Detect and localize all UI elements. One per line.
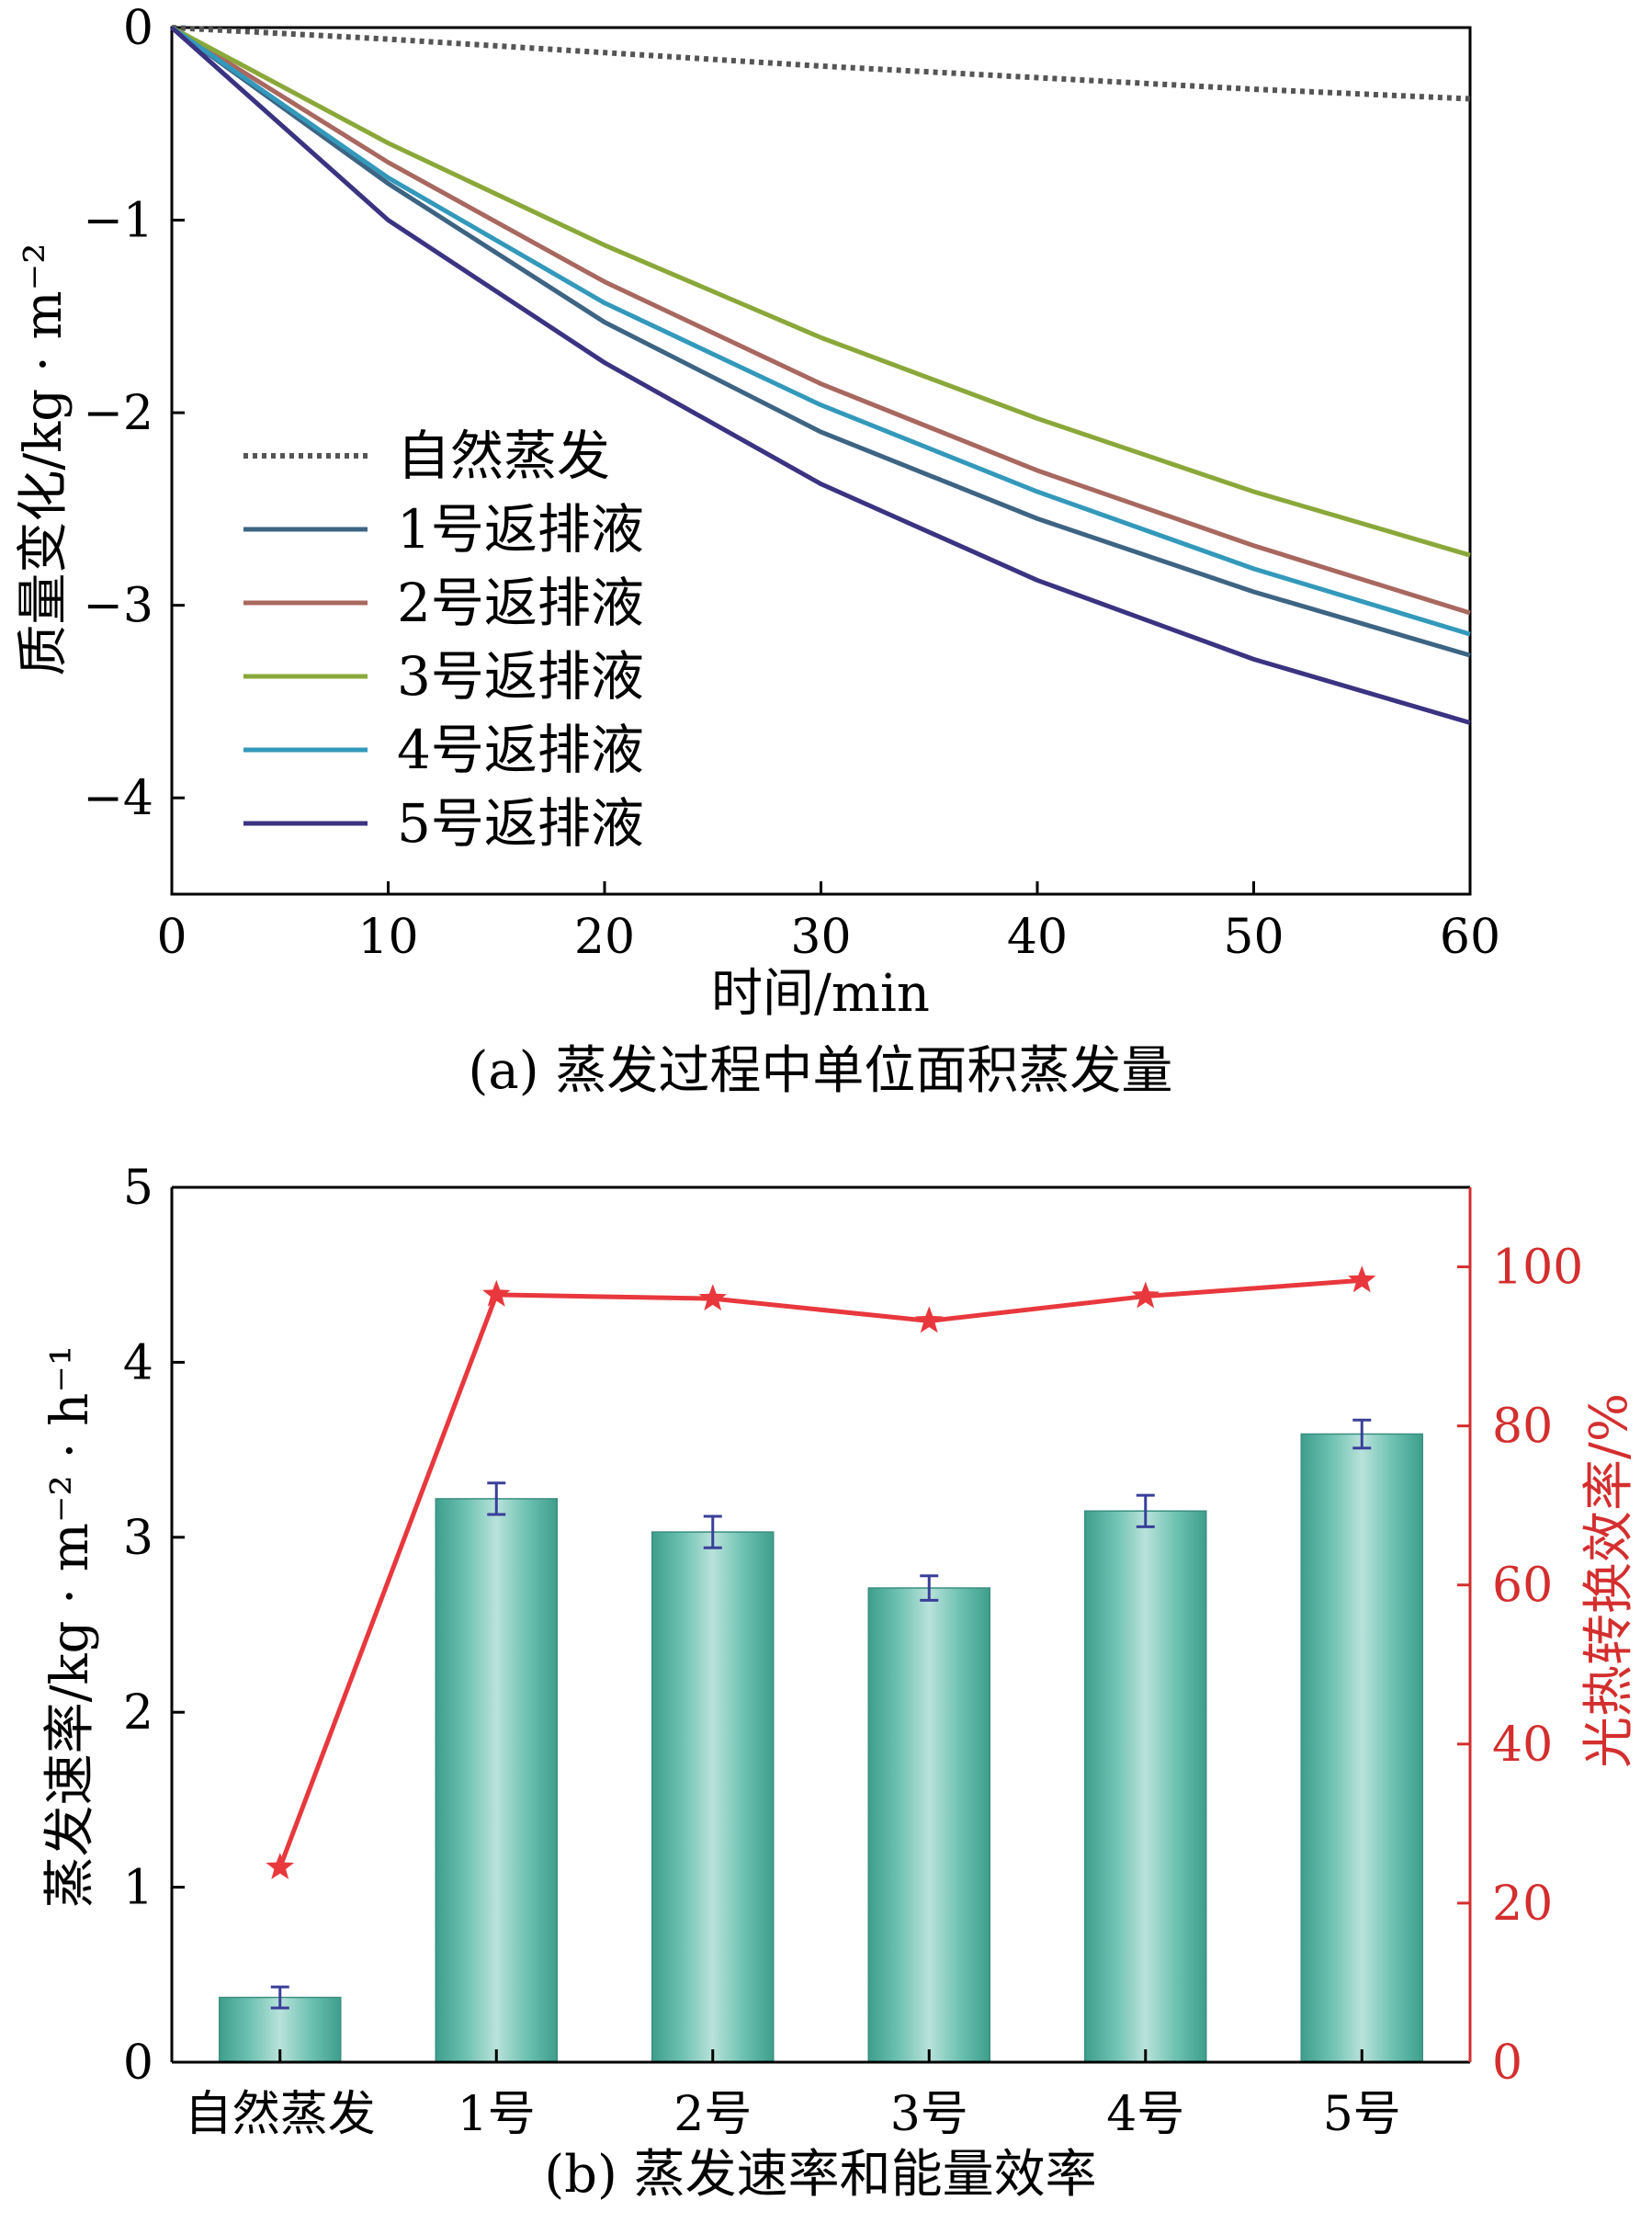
efficiency-point-1	[482, 1279, 511, 1307]
panel-b-ticks: 自然蒸发 1号 2号 3号 4号 5号 0 1 2 3 4 5 0 20 40 60 80 100	[123, 1161, 1583, 2142]
panel-b-category-label-5: 5号	[1323, 2087, 1401, 2142]
panel-a-xtick-label: 0	[156, 910, 187, 965]
panel-b-bars	[219, 1418, 1423, 2063]
legend-label-0: 自然蒸发	[397, 425, 610, 487]
series-line-1	[170, 25, 1471, 658]
legend-label-3: 3号返排液	[397, 645, 644, 708]
efficiency-point-4	[1131, 1281, 1160, 1309]
panel-b-ytick-label: 5	[123, 1161, 153, 1216]
panel-a-ylabel: 质量变化/kg · m⁻²	[14, 243, 74, 675]
panel-b-y2tick-label: 0	[1492, 2036, 1522, 2091]
series-line-3	[170, 25, 1471, 558]
efficiency-line	[277, 1277, 1363, 1868]
panel-a-series	[170, 25, 1471, 725]
panel-a-xtick-label: 60	[1440, 910, 1500, 965]
panel-b-y2label: 光热转换效率/%	[1579, 1393, 1639, 1768]
panel-a-xtick-label: 50	[1223, 910, 1284, 965]
panel-a-ticks: 0 10 20 30 40 50 60 0 −1 −2 −3 −4	[83, 1, 1500, 965]
legend-label-4: 4号返排液	[397, 719, 644, 781]
series-line-4	[170, 25, 1471, 637]
panel-a-xtick-label: 20	[574, 910, 635, 965]
panel-a-ytick-label: −2	[83, 386, 153, 441]
panel-a-ytick-label: 0	[123, 1, 153, 56]
panel-b-category-label-4: 4号	[1106, 2087, 1184, 2142]
panel-b-caption: (b) 蒸发速率和能量效率	[544, 2145, 1096, 2205]
panel-b-y2tick-label: 40	[1492, 1718, 1553, 1773]
series-line-2	[170, 25, 1471, 616]
panel-a-ytick-label: −1	[83, 194, 153, 249]
bar-5	[1300, 1433, 1423, 2063]
panel-b-category-label-2: 2号	[673, 2087, 752, 2142]
panel-b-category-label-3: 3号	[890, 2087, 968, 2142]
legend-label-2: 2号返排液	[397, 572, 644, 634]
panel-b-ytick-label: 3	[123, 1511, 153, 1566]
panel-a-xtick-label: 30	[790, 910, 851, 965]
panel-b-ytick-label: 1	[123, 1861, 153, 1916]
panel-a-xtick-label: 10	[357, 910, 418, 965]
panel-b-category-label-0: 自然蒸发	[185, 2087, 376, 2142]
legend-label-1: 1号返排液	[397, 498, 644, 561]
panel-a: 0 10 20 30 40 50 60 0 −1 −2 −3 −4 自然蒸发 1号返排液 2号返排液 3号返…	[14, 1, 1500, 1101]
series-line-0	[171, 25, 1471, 102]
panel-a-ytick-label: −4	[83, 771, 153, 826]
panel-b-ylabel: 蒸发速率/kg · m⁻² · h⁻¹	[40, 1345, 100, 1909]
panel-a-plot-frame	[170, 26, 1472, 896]
panel-b-efficiency-series	[266, 1265, 1376, 1879]
panel-a-ytick-label: −3	[83, 579, 153, 634]
panel-a-xlabel: 时间/min	[711, 964, 930, 1024]
efficiency-point-0	[266, 1853, 294, 1879]
panel-b-y2tick-label: 100	[1492, 1241, 1583, 1296]
bar-1	[435, 1498, 558, 2063]
efficiency-point-3	[915, 1306, 944, 1333]
panel-b-category-label-1: 1号	[458, 2087, 536, 2142]
bar-3	[867, 1587, 990, 2063]
panel-b: 自然蒸发 1号 2号 3号 4号 5号 0 1 2 3 4 5 0 20 40 60 80 100 蒸发速率/kg…	[40, 1161, 1639, 2205]
legend-label-5: 5号返排液	[397, 792, 644, 855]
panel-a-legend: 自然蒸发 1号返排液 2号返排液 3号返排液 4号返排液 5号返排液	[243, 425, 644, 855]
panel-b-y2tick-label: 80	[1492, 1400, 1553, 1455]
panel-b-ytick-label: 0	[123, 2036, 153, 2091]
panel-a-caption: (a) 蒸发过程中单位面积蒸发量	[469, 1041, 1173, 1101]
panel-b-y2tick-label: 20	[1492, 1877, 1553, 1932]
efficiency-point-2	[698, 1284, 727, 1311]
bar-4	[1084, 1510, 1207, 2063]
bar-2	[651, 1531, 775, 2063]
series-line-5	[170, 26, 1471, 725]
panel-a-xtick-label: 40	[1007, 910, 1068, 965]
panel-b-y2tick-label: 60	[1492, 1559, 1553, 1614]
efficiency-point-5	[1348, 1265, 1376, 1293]
panel-b-ytick-label: 4	[123, 1335, 153, 1390]
panel-b-ytick-label: 2	[123, 1685, 153, 1741]
